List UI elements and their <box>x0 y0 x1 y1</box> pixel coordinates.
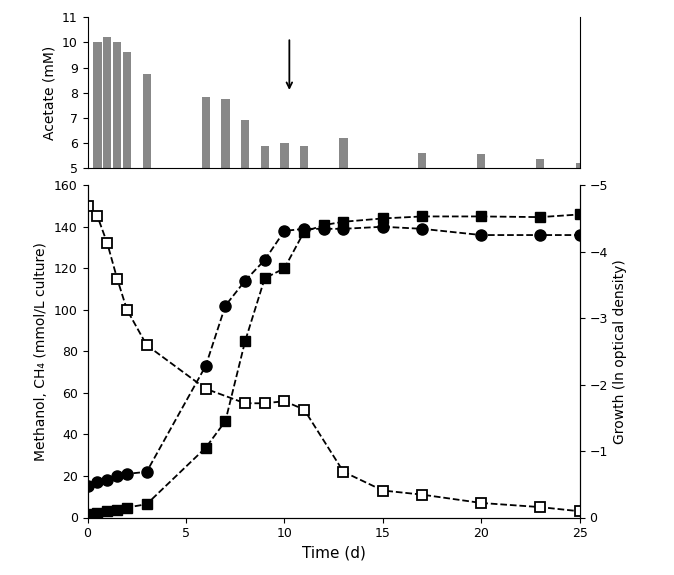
Bar <box>418 153 427 168</box>
Bar <box>241 120 249 168</box>
Bar <box>280 143 288 168</box>
Bar <box>123 52 131 168</box>
Bar <box>300 145 308 168</box>
Bar <box>261 145 269 168</box>
Bar <box>142 74 151 168</box>
Bar <box>113 43 121 168</box>
X-axis label: Time (d): Time (d) <box>302 546 365 561</box>
Bar <box>93 43 102 168</box>
Bar <box>536 159 545 168</box>
Bar <box>339 138 348 168</box>
Y-axis label: Methanol, CH₄ (mmol/L culture): Methanol, CH₄ (mmol/L culture) <box>34 242 49 461</box>
Y-axis label: Growth (ln optical density): Growth (ln optical density) <box>613 259 627 444</box>
Bar <box>202 97 210 168</box>
Bar <box>477 155 485 168</box>
Bar <box>576 163 584 168</box>
Bar <box>103 37 111 168</box>
Bar <box>221 99 230 168</box>
Y-axis label: Acetate (mM): Acetate (mM) <box>42 45 57 140</box>
